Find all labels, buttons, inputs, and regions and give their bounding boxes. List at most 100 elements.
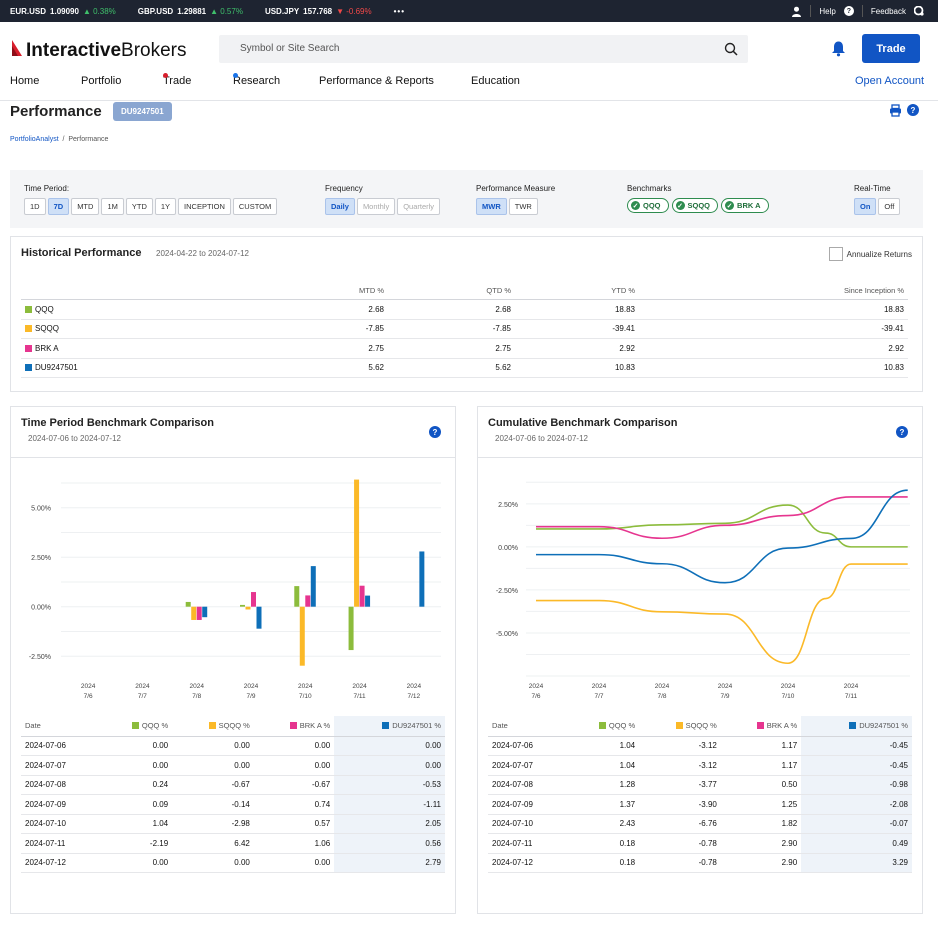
column-header[interactable]: Date	[21, 716, 103, 737]
period-ytd-button[interactable]: YTD	[125, 198, 153, 215]
cumulative-benchmark-panel: Cumulative Benchmark Comparison 2024-07-…	[477, 406, 923, 914]
bar-qqq[interactable]	[240, 604, 245, 607]
nav-performance-reports[interactable]: Performance & Reports	[319, 75, 434, 87]
x-tick-label: 7/11	[845, 693, 858, 700]
ticker-item[interactable]: USD.JPY 157.768 ▼ -0.69%	[265, 7, 372, 16]
bar-sqqq[interactable]	[299, 606, 305, 666]
line-brk-a[interactable]	[536, 496, 908, 540]
bar-qqq[interactable]	[348, 606, 354, 651]
search-input[interactable]: Symbol or Site Search	[219, 35, 748, 63]
ticker-change: ▲ 0.57%	[210, 6, 243, 16]
cumulative-table: Date QQQ % SQQQ % BRK A % DU9247501 % 2024-07…	[488, 716, 912, 873]
breadcrumb-portfolioanalyst[interactable]: PortfolioAnalyst	[10, 136, 59, 143]
help-icon[interactable]: ?	[896, 426, 908, 438]
realtime-on-button[interactable]: On	[854, 198, 877, 215]
time-period-label: Time Period:	[24, 184, 70, 193]
line-du9247501[interactable]	[536, 489, 908, 584]
frequency-daily-button[interactable]: Daily	[325, 198, 355, 215]
measure-twr-button[interactable]: TWR	[508, 198, 538, 215]
bar-du9247501[interactable]	[419, 551, 425, 607]
bar-sqqq[interactable]	[354, 479, 360, 607]
measure-mwr-button[interactable]: MWR	[476, 198, 507, 215]
period-1d-button[interactable]: 1D	[24, 198, 46, 215]
help-icon[interactable]: ?	[429, 426, 441, 438]
bar-sqqq[interactable]	[191, 606, 197, 620]
ticker-symbol: USD.JPY	[264, 6, 300, 16]
frequency-monthly-button[interactable]: Monthly	[356, 198, 396, 215]
column-header[interactable]: YTD %	[515, 283, 639, 300]
column-header[interactable]: Since Inception %	[639, 283, 908, 300]
column-header[interactable]: BRK A %	[720, 716, 802, 737]
period-7d-button[interactable]: 7D	[47, 198, 70, 215]
bar-brk-a[interactable]	[196, 606, 202, 620]
x-tick-label: 2024	[244, 683, 259, 690]
breadcrumb-current: Performance	[68, 136, 109, 143]
nav-portfolio[interactable]: Portfolio	[81, 75, 122, 87]
x-tick-label: 7/11	[353, 693, 366, 700]
period-1y-button[interactable]: 1Y	[154, 198, 177, 215]
column-header[interactable]: Date	[488, 716, 570, 737]
column-header[interactable]: QQQ %	[569, 716, 640, 737]
trade-button[interactable]: Trade	[862, 34, 920, 63]
bar-qqq[interactable]	[185, 601, 191, 607]
bar-qqq[interactable]	[294, 586, 300, 607]
ticker-symbol: EUR.USD	[10, 6, 47, 16]
line-sqqq[interactable]	[535, 563, 908, 665]
period-inception-button[interactable]: INCEPTION	[178, 198, 231, 215]
frequency-quarterly-button[interactable]: Quarterly	[397, 198, 441, 215]
x-tick-label: 7/7	[594, 693, 603, 700]
benchmark-label: BRK A	[737, 201, 761, 210]
column-header[interactable]: QQQ %	[102, 716, 173, 737]
column-header[interactable]: SQQQ %	[172, 716, 254, 737]
open-account-link[interactable]: Open Account	[855, 75, 925, 87]
help-icon[interactable]: ?	[907, 104, 919, 116]
notifications-bell-icon[interactable]	[830, 40, 847, 57]
help-icon[interactable]: ?	[843, 6, 854, 16]
column-header-label: QQQ %	[141, 721, 169, 731]
feedback-icon[interactable]	[914, 6, 924, 16]
period-mtd-button[interactable]: MTD	[71, 198, 100, 215]
column-header-label: SQQQ %	[218, 721, 250, 731]
period-1m-button[interactable]: 1M	[101, 198, 124, 215]
benchmark-sqqq-chip[interactable]: ✓ SQQQ	[671, 198, 719, 213]
search-icon[interactable]	[724, 42, 738, 56]
bar-du9247501[interactable]	[310, 566, 316, 607]
bar-brk-a[interactable]	[359, 585, 365, 607]
column-header[interactable]: BRK A %	[253, 716, 335, 737]
column-header[interactable]: DU9247501 %	[334, 716, 445, 737]
user-icon[interactable]	[791, 6, 802, 17]
nav-home[interactable]: Home	[10, 75, 40, 87]
bar-brk-a[interactable]	[251, 592, 256, 607]
column-header[interactable]: QTD %	[388, 283, 515, 300]
column-header[interactable]: DU9247501 %	[801, 716, 912, 737]
annualize-returns-toggle[interactable]: Annualize Returns	[828, 247, 912, 261]
time-period-group: Time Period: 1D 7D MTD 1M YTD 1Y INCEPTI…	[24, 184, 278, 215]
bar-du9247501[interactable]	[365, 595, 371, 607]
ticker-more-button[interactable]: •••	[393, 6, 405, 16]
column-header[interactable]: MTD %	[288, 283, 388, 300]
bar-brk-a[interactable]	[305, 595, 311, 607]
bar-sqqq[interactable]	[245, 606, 251, 610]
column-header[interactable]: SQQQ %	[639, 716, 721, 737]
benchmark-qqq-chip[interactable]: ✓ QQQ	[627, 198, 669, 213]
period-custom-button[interactable]: CUSTOM	[232, 198, 278, 215]
help-link[interactable]: Help	[819, 6, 836, 16]
account-badge[interactable]: DU9247501	[113, 102, 172, 121]
value-cell: -0.45	[801, 755, 912, 776]
annualize-checkbox[interactable]	[828, 247, 843, 261]
bar-du9247501[interactable]	[256, 606, 262, 629]
ticker-item[interactable]: EUR.USD 1.09090 ▲ 0.38%	[10, 7, 116, 16]
print-icon[interactable]	[889, 104, 902, 117]
benchmark-brka-chip[interactable]: ✓ BRK A	[721, 198, 769, 213]
value-cell: 0.50	[720, 775, 802, 795]
interactive-brokers-logo[interactable]: Interactive Brokers	[10, 38, 187, 64]
line-qqq[interactable]	[535, 504, 908, 548]
realtime-off-button[interactable]: Off	[878, 198, 901, 215]
nav-education[interactable]: Education	[471, 75, 520, 87]
ticker-item[interactable]: GBP.USD 1.29881 ▲ 0.57%	[138, 7, 243, 16]
value-cell: -7.85	[288, 319, 388, 339]
value-cell: 0.00	[102, 755, 173, 776]
table-header-row: MTD % QTD % YTD % Since Inception %	[21, 283, 908, 300]
bar-du9247501[interactable]	[202, 606, 208, 618]
feedback-link[interactable]: Feedback	[870, 6, 906, 16]
